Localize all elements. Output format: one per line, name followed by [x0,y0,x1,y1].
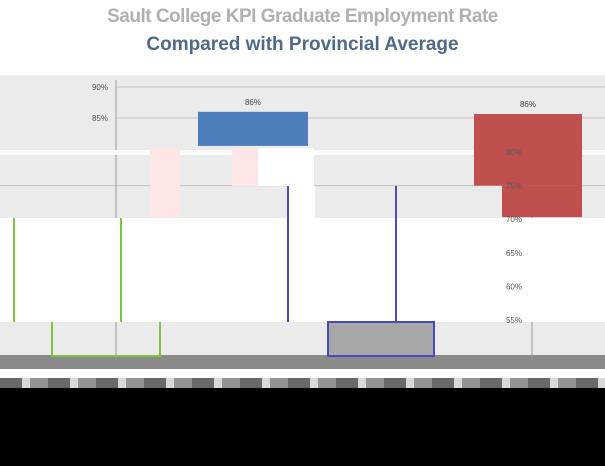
chart-subtitle: Compared with Provincial Average [146,34,459,55]
outline-green-bottom [51,322,161,357]
y-tick-labels-left: 90% 85% [92,83,108,123]
bars-group: 86% 86% [198,98,582,218]
bar [502,185,582,218]
overlay-panel [0,218,605,322]
x-axis-band [0,355,605,369]
outline-blue-box [327,321,435,357]
y-tick-label: 80% [506,148,522,157]
y-tick-label: 90% [92,83,108,92]
y-tick-label: 65% [506,249,522,258]
bar [474,114,582,186]
chart-title: Sault College KPI Graduate Employment Ra… [107,6,498,27]
overlay-panel [287,186,315,218]
y-tick-labels-right: 80% 75% 70% 65% 60% 55% [506,148,522,325]
bar [198,111,308,146]
y-tick-label: 60% [506,282,522,291]
y-tick-label: 70% [506,215,522,224]
overlay-panel [258,148,314,186]
overlay-panel [150,148,180,218]
overlay-panel [232,148,260,186]
data-label: 86% [520,100,536,109]
y-tick-label: 55% [506,316,522,325]
y-tick-label: 85% [92,114,108,123]
chart-svg: 86% 86% 90% 85% 80% 75% 70% 65% 60% 55% [0,75,605,369]
slide-canvas: Sault College KPI Graduate Employment Ra… [0,0,605,388]
footer-band [0,378,605,388]
y-tick-label: 75% [506,182,522,191]
data-label: 86% [245,98,261,107]
